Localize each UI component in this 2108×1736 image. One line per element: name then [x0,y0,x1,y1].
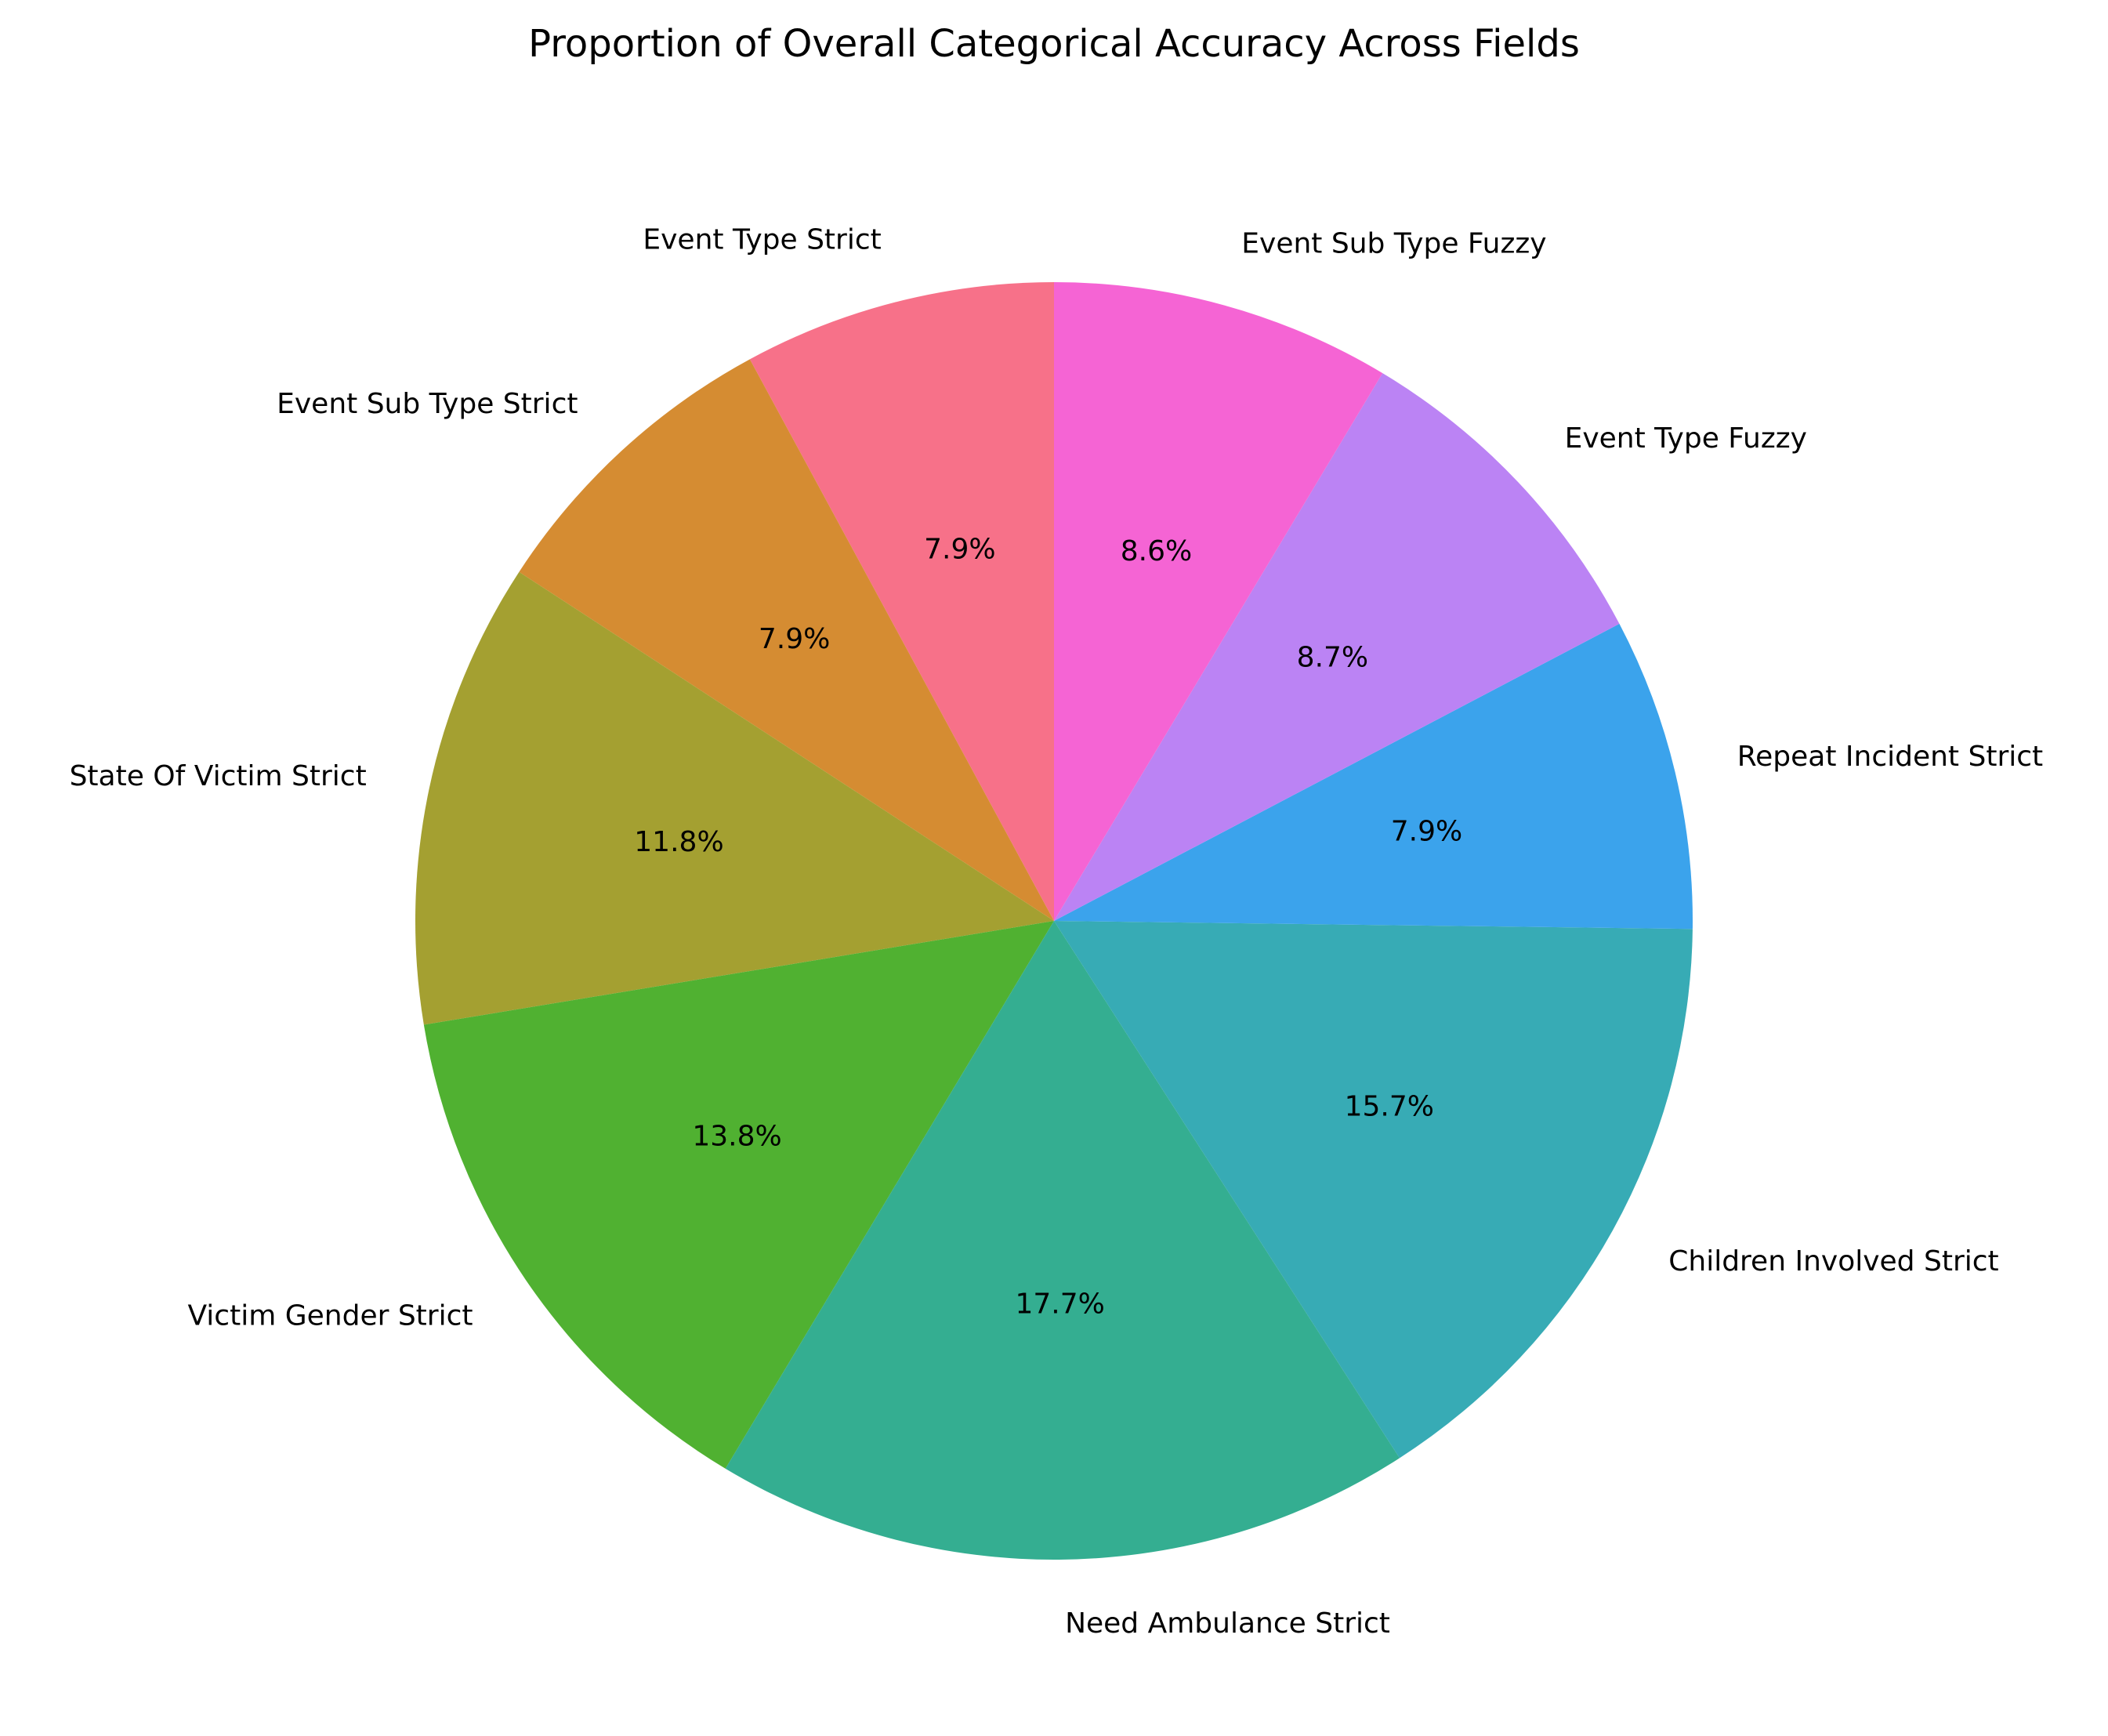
pie-slice-event-type-fuzzy [1054,373,1620,921]
percent-label-victim-gender-strict: 13.8% [692,1120,781,1152]
pie-slices [415,282,1693,1560]
percent-label-need-ambulance-strict: 17.7% [1015,1288,1104,1320]
slice-label-need-ambulance-strict: Need Ambulance Strict [1065,1607,1390,1640]
pie-slice-victim-gender-strict [423,921,1054,1469]
slice-label-repeat-incident-strict: Repeat Incident Strict [1737,741,2043,773]
percent-label-event-type-strict: 7.9% [924,533,995,565]
slice-label-event-type-strict: Event Type Strict [643,223,881,256]
slice-label-event-sub-type-fuzzy: Event Sub Type Fuzzy [1241,228,1546,260]
slice-labels: Event Type Strict Event Sub Type Strict St… [70,223,2044,1639]
pie-slice-event-sub-type-fuzzy [1054,282,1383,921]
percent-label-state-of-victim-strict: 11.8% [634,826,723,858]
percent-labels: 7.9% 7.9% 11.8% 13.8% 17.7% 15.7% 7.9% 8.7% 8.6% [634,533,1462,1320]
slice-label-victim-gender-strict: Victim Gender Strict [187,1299,473,1332]
percent-label-repeat-incident-strict: 7.9% [1391,815,1462,847]
pie-slice-children-involved-strict [1054,921,1693,1459]
slice-label-children-involved-strict: Children Involved Strict [1668,1245,1998,1278]
slice-label-state-of-victim-strict: State Of Victim Strict [70,760,367,792]
slice-label-event-sub-type-strict: Event Sub Type Strict [277,388,578,420]
pie-slice-event-sub-type-strict [519,359,1054,922]
pie-slice-event-type-strict [749,282,1054,921]
pie-slice-need-ambulance-strict [725,921,1400,1560]
percent-label-event-type-fuzzy: 8.7% [1297,642,1368,674]
pie-slice-state-of-victim-strict [415,571,1054,1025]
percent-label-children-involved-strict: 15.7% [1345,1090,1434,1122]
slice-label-event-type-fuzzy: Event Type Fuzzy [1565,422,1807,455]
percent-label-event-sub-type-strict: 7.9% [759,623,830,655]
pie-slice-repeat-incident-strict [1054,623,1693,930]
chart-title: Proportion of Overall Categorical Accura… [528,22,1580,66]
percent-label-event-sub-type-fuzzy: 8.6% [1121,535,1192,567]
